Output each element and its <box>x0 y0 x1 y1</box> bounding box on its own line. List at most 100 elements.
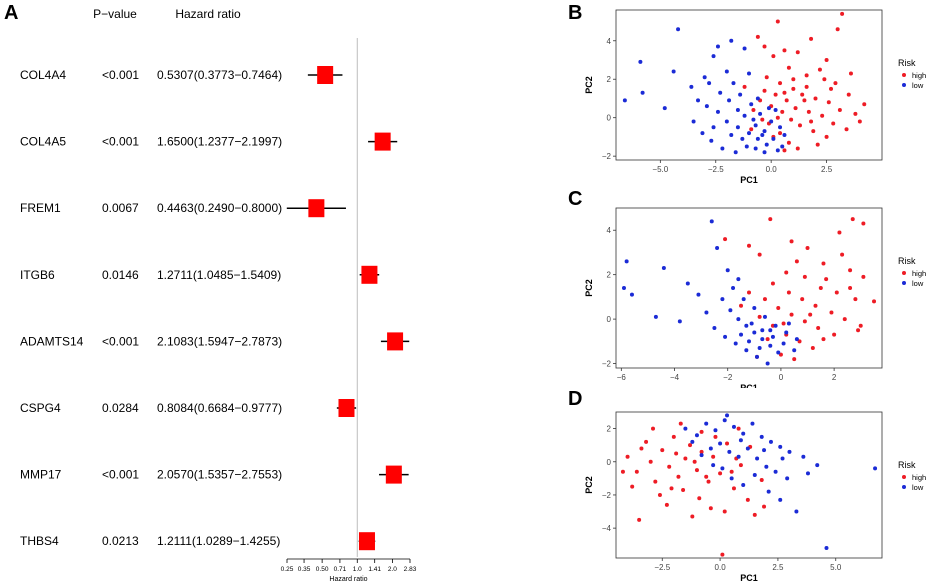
data-point-high <box>848 286 853 290</box>
data-point-low <box>780 144 785 149</box>
data-point-low <box>762 314 767 319</box>
data-point-low <box>685 281 690 286</box>
y-tick-label: −2 <box>602 360 612 369</box>
data-point-low <box>724 119 729 124</box>
data-point-high <box>688 443 693 448</box>
data-point-high <box>797 123 802 128</box>
data-point-high <box>802 274 807 279</box>
x-tick-label: 1.0 <box>353 566 362 573</box>
y-tick-label: 2 <box>607 75 612 84</box>
data-point-high <box>757 252 762 257</box>
data-point-low <box>707 81 712 86</box>
data-point-high <box>805 246 810 250</box>
x-tick-label: 0.71 <box>334 566 347 573</box>
data-point-low <box>689 84 694 89</box>
data-point-low <box>720 146 725 151</box>
data-point-low <box>768 328 773 333</box>
data-point-low <box>873 466 878 471</box>
data-point-high <box>816 326 821 330</box>
data-point-high <box>833 81 838 86</box>
data-point-high <box>800 92 805 97</box>
data-point-low <box>728 308 733 313</box>
data-point-high <box>697 496 702 501</box>
hazard-ratio-box <box>374 132 391 151</box>
data-point-low <box>712 326 717 330</box>
data-point-high <box>764 75 769 80</box>
data-point-low <box>700 131 705 136</box>
data-point-high <box>782 48 787 53</box>
pca-b-y-axis-label: PC2 <box>584 76 594 94</box>
data-point-low <box>766 106 771 111</box>
data-point-low <box>725 413 730 418</box>
data-point-high <box>718 471 723 476</box>
gene-label: ITGB6 <box>20 268 55 282</box>
data-point-high <box>835 27 840 32</box>
data-point-low <box>720 297 725 302</box>
legend-marker-high <box>902 73 906 77</box>
data-point-high <box>676 474 681 479</box>
data-point-high <box>840 252 845 257</box>
data-point-high <box>775 19 780 24</box>
x-tick-label: 5.0 <box>830 563 842 572</box>
legend-marker-low <box>902 281 906 285</box>
data-point-low <box>752 473 757 478</box>
data-point-high <box>762 504 767 509</box>
data-point-high <box>738 463 743 468</box>
data-point-high <box>671 434 676 439</box>
data-point-high <box>749 127 754 132</box>
data-point-low <box>778 125 783 130</box>
pvalue-value: 0.0067 <box>102 201 139 215</box>
data-point-high <box>818 286 823 290</box>
legend-label-low: low <box>912 279 924 288</box>
legend-label-low: low <box>912 483 924 492</box>
data-point-high <box>651 426 656 431</box>
pca-c-legend-title: Risk <box>898 256 916 266</box>
data-point-high <box>789 117 794 122</box>
y-tick-label: 2 <box>607 271 612 280</box>
data-point-low <box>801 454 806 459</box>
data-point-high <box>853 297 858 302</box>
data-point-low <box>718 441 723 446</box>
data-point-low <box>750 421 755 426</box>
data-point-low <box>747 131 751 136</box>
panel-label-a: A <box>4 2 19 24</box>
data-point-low <box>815 463 820 468</box>
pca-b-x-axis-label: PC1 <box>740 175 758 184</box>
data-point-low <box>671 69 676 74</box>
data-point-high <box>800 297 805 302</box>
data-point-low <box>704 104 709 109</box>
data-point-high <box>739 303 744 308</box>
data-point-high <box>742 84 747 89</box>
data-point-low <box>751 117 756 122</box>
data-point-high <box>804 73 809 78</box>
x-tick-label: 2.5 <box>821 165 833 174</box>
data-point-high <box>786 65 791 70</box>
data-point-low <box>749 102 754 107</box>
x-axis-label: Hazard ratio <box>329 576 367 583</box>
data-point-low <box>640 90 645 95</box>
data-point-high <box>848 268 853 273</box>
pvalue-value: <0.001 <box>102 135 139 149</box>
data-point-low <box>787 449 792 454</box>
data-point-low <box>711 125 716 130</box>
data-point-high <box>648 459 653 464</box>
data-point-low <box>769 119 774 124</box>
hazard-ratio-box <box>385 465 402 484</box>
data-point-low <box>784 330 789 335</box>
data-point-high <box>826 100 831 105</box>
data-point-high <box>824 277 829 282</box>
x-tick-label: 0 <box>779 373 784 382</box>
data-point-high <box>831 121 836 126</box>
gene-label: COL4A4 <box>20 68 66 82</box>
hazard-ratio-value: 0.4463(0.2490−0.8000) <box>157 201 282 215</box>
y-tick-label: −2 <box>602 491 612 500</box>
data-point-high <box>846 92 851 97</box>
data-point-high <box>768 217 773 222</box>
data-point-low <box>760 337 765 342</box>
data-point-high <box>815 142 820 147</box>
data-point-high <box>620 469 625 474</box>
data-point-high <box>706 479 711 484</box>
data-point-high <box>722 509 727 514</box>
